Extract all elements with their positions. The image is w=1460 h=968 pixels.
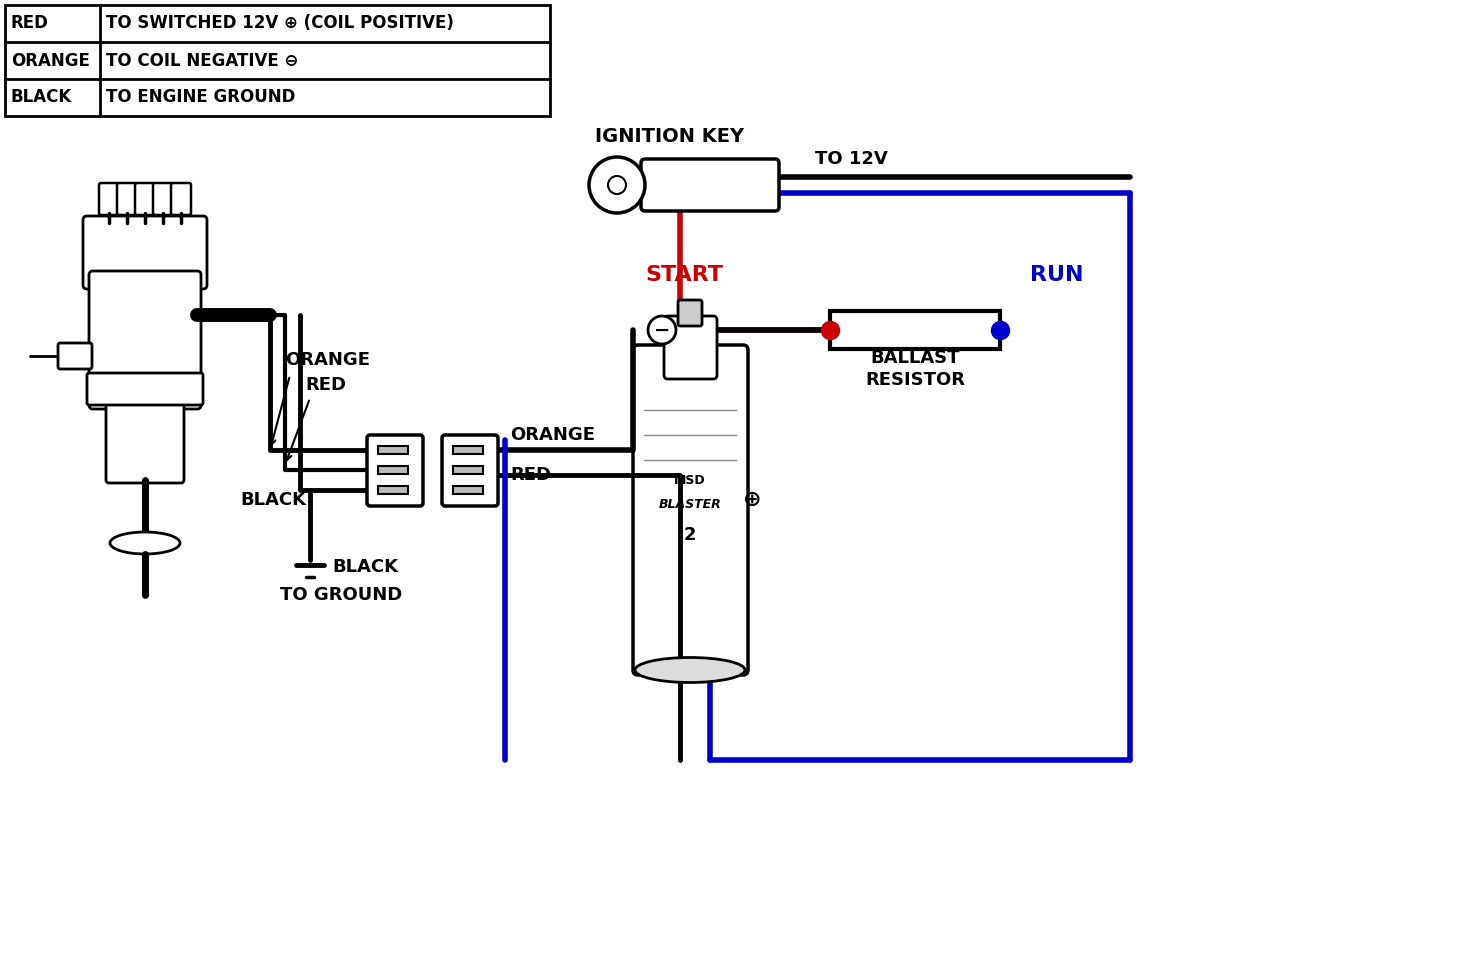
- FancyBboxPatch shape: [58, 343, 92, 369]
- Text: RED: RED: [510, 466, 550, 484]
- Text: BLACK: BLACK: [331, 558, 399, 576]
- FancyBboxPatch shape: [366, 435, 423, 506]
- Text: RUN: RUN: [1029, 265, 1083, 285]
- Circle shape: [607, 176, 626, 194]
- Bar: [4, 5, 550, 116]
- FancyBboxPatch shape: [134, 183, 155, 215]
- Circle shape: [648, 316, 676, 344]
- Text: IGNITION KEY: IGNITION KEY: [596, 128, 745, 146]
- Text: TO 12V: TO 12V: [815, 150, 888, 168]
- FancyBboxPatch shape: [677, 300, 702, 326]
- Text: RED: RED: [12, 15, 48, 33]
- Text: TO COIL NEGATIVE ⊖: TO COIL NEGATIVE ⊖: [107, 51, 298, 70]
- Bar: [378, 466, 407, 474]
- Text: MSD: MSD: [675, 473, 705, 487]
- FancyBboxPatch shape: [171, 183, 191, 215]
- Text: ORANGE: ORANGE: [510, 426, 596, 444]
- FancyBboxPatch shape: [664, 316, 717, 379]
- Text: TO ENGINE GROUND: TO ENGINE GROUND: [107, 88, 295, 106]
- Bar: [453, 486, 483, 494]
- FancyBboxPatch shape: [89, 271, 201, 409]
- Text: ORANGE: ORANGE: [12, 51, 91, 70]
- Text: TO SWITCHED 12V ⊕ (COIL POSITIVE): TO SWITCHED 12V ⊕ (COIL POSITIVE): [107, 15, 454, 33]
- Bar: [453, 466, 483, 474]
- Bar: [378, 486, 407, 494]
- Text: ORANGE: ORANGE: [285, 351, 369, 369]
- Bar: [378, 446, 407, 454]
- FancyBboxPatch shape: [641, 159, 780, 211]
- FancyBboxPatch shape: [634, 345, 748, 675]
- Text: −: −: [654, 320, 670, 340]
- FancyBboxPatch shape: [88, 373, 203, 405]
- Text: BLACK: BLACK: [12, 88, 72, 106]
- FancyBboxPatch shape: [99, 183, 120, 215]
- Circle shape: [588, 157, 645, 213]
- Text: RESISTOR: RESISTOR: [864, 371, 965, 389]
- FancyBboxPatch shape: [83, 216, 207, 289]
- FancyBboxPatch shape: [117, 183, 137, 215]
- Text: BLASTER: BLASTER: [658, 499, 721, 511]
- Bar: [453, 446, 483, 454]
- FancyBboxPatch shape: [107, 397, 184, 483]
- Text: BLACK: BLACK: [239, 491, 307, 509]
- Text: TO GROUND: TO GROUND: [280, 586, 403, 604]
- Text: 2: 2: [683, 526, 696, 544]
- FancyBboxPatch shape: [442, 435, 498, 506]
- Text: BALLAST: BALLAST: [870, 349, 959, 367]
- Text: START: START: [645, 265, 723, 285]
- Ellipse shape: [110, 532, 180, 554]
- Text: ⊕: ⊕: [743, 490, 761, 510]
- FancyBboxPatch shape: [153, 183, 172, 215]
- Ellipse shape: [635, 657, 745, 682]
- Text: RED: RED: [305, 376, 346, 394]
- Bar: [829, 311, 1000, 349]
